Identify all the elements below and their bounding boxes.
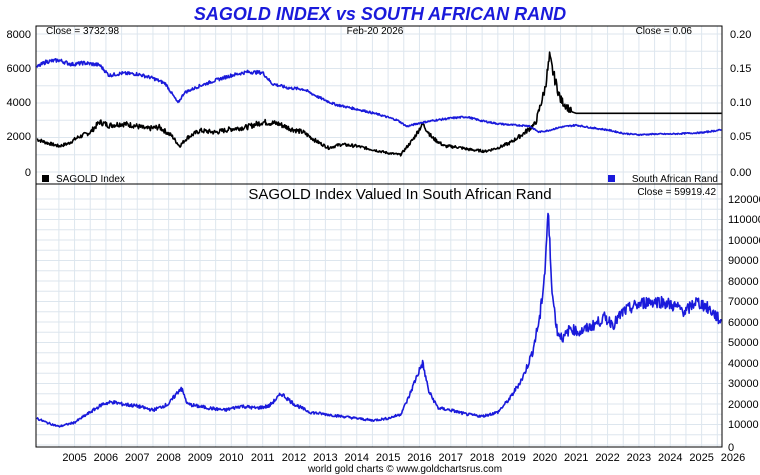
y-right-tick: 120000 (728, 194, 760, 206)
y-left-tick: 0 (25, 167, 31, 179)
y-right-tick: 90000 (728, 255, 759, 267)
y-right-tick: 30000 (728, 378, 759, 390)
y-right-tick: 40000 (728, 358, 759, 370)
x-tick-label: 2009 (188, 452, 212, 464)
legend-swatch-rand (608, 175, 615, 182)
top-date-label: Feb-20 2026 (347, 26, 404, 37)
x-tick-label: 2016 (407, 452, 431, 464)
x-tick-label: 2025 (689, 452, 713, 464)
y-right-tick: 0.20 (730, 29, 751, 41)
x-tick-label: 2013 (313, 452, 337, 464)
series-line-sagold (36, 51, 722, 157)
bottom-panel-frame (35, 183, 723, 448)
series-line-rand (36, 57, 722, 137)
y-right-tick: 0.15 (730, 63, 751, 75)
y-left-tick: 6000 (7, 63, 31, 75)
x-tick-label: 2007 (125, 452, 149, 464)
y-right-tick: 110000 (728, 214, 760, 226)
x-tick-label: 2006 (94, 452, 118, 464)
series-line-sagold-zar (36, 212, 722, 428)
y-right-tick: 0.05 (730, 131, 751, 143)
x-tick-label: 2014 (344, 452, 368, 464)
x-tick-label: 2020 (533, 452, 557, 464)
x-tick-label: 2022 (595, 452, 619, 464)
legend-label-sagold: SAGOLD Index (56, 174, 125, 185)
x-tick-label: 2008 (156, 452, 180, 464)
x-tick-label: 2018 (470, 452, 494, 464)
y-right-tick: 0 (728, 442, 734, 454)
legend-swatch-sagold (42, 175, 49, 182)
y-left-tick: 8000 (7, 29, 31, 41)
x-tick-label: 2024 (658, 452, 682, 464)
y-right-tick: 10000 (728, 419, 759, 431)
y-right-tick: 50000 (728, 337, 759, 349)
y-right-tick: 70000 (728, 296, 759, 308)
x-tick-label: 2010 (219, 452, 243, 464)
chart-title: SAGOLD INDEX vs SOUTH AFRICAN RAND (194, 4, 566, 24)
x-axis: 2005 2006 2007 2008 2009 2010 2011 2012 2013 2014… (62, 452, 745, 464)
top-close-left: Close = 3732.98 (46, 26, 120, 37)
y-right-tick: 0.00 (730, 167, 751, 179)
x-tick-label: 2012 (282, 452, 306, 464)
footer-credit: world gold charts © www.goldchartsrus.co… (307, 464, 502, 475)
y-right-tick: 20000 (728, 399, 759, 411)
x-tick-label: 2021 (564, 452, 588, 464)
y-right-tick: 80000 (728, 276, 759, 288)
top-close-right: Close = 0.06 (636, 26, 693, 37)
x-tick-label: 2015 (376, 452, 400, 464)
top-left-axis: 8000 6000 4000 2000 0 (7, 29, 31, 179)
x-tick-label: 2019 (501, 452, 525, 464)
y-left-tick: 4000 (7, 97, 31, 109)
top-panel-grid (36, 26, 722, 184)
x-tick-label: 2026 (721, 452, 745, 464)
y-left-tick: 2000 (7, 131, 31, 143)
top-right-axis: 0.20 0.15 0.10 0.05 0.00 (730, 29, 751, 179)
y-right-tick: 60000 (728, 317, 759, 329)
bottom-close-right: Close = 59919.42 (637, 187, 716, 198)
legend-label-rand: South African Rand (632, 174, 718, 185)
bottom-subtitle: SAGOLD Index Valued In South African Ran… (248, 186, 551, 203)
x-tick-label: 2017 (439, 452, 463, 464)
x-tick-label: 2011 (251, 452, 275, 464)
bottom-panel-grid (36, 184, 722, 447)
x-tick-label: 2023 (627, 452, 651, 464)
x-tick-label: 2005 (62, 452, 86, 464)
y-right-tick: 0.10 (730, 97, 751, 109)
